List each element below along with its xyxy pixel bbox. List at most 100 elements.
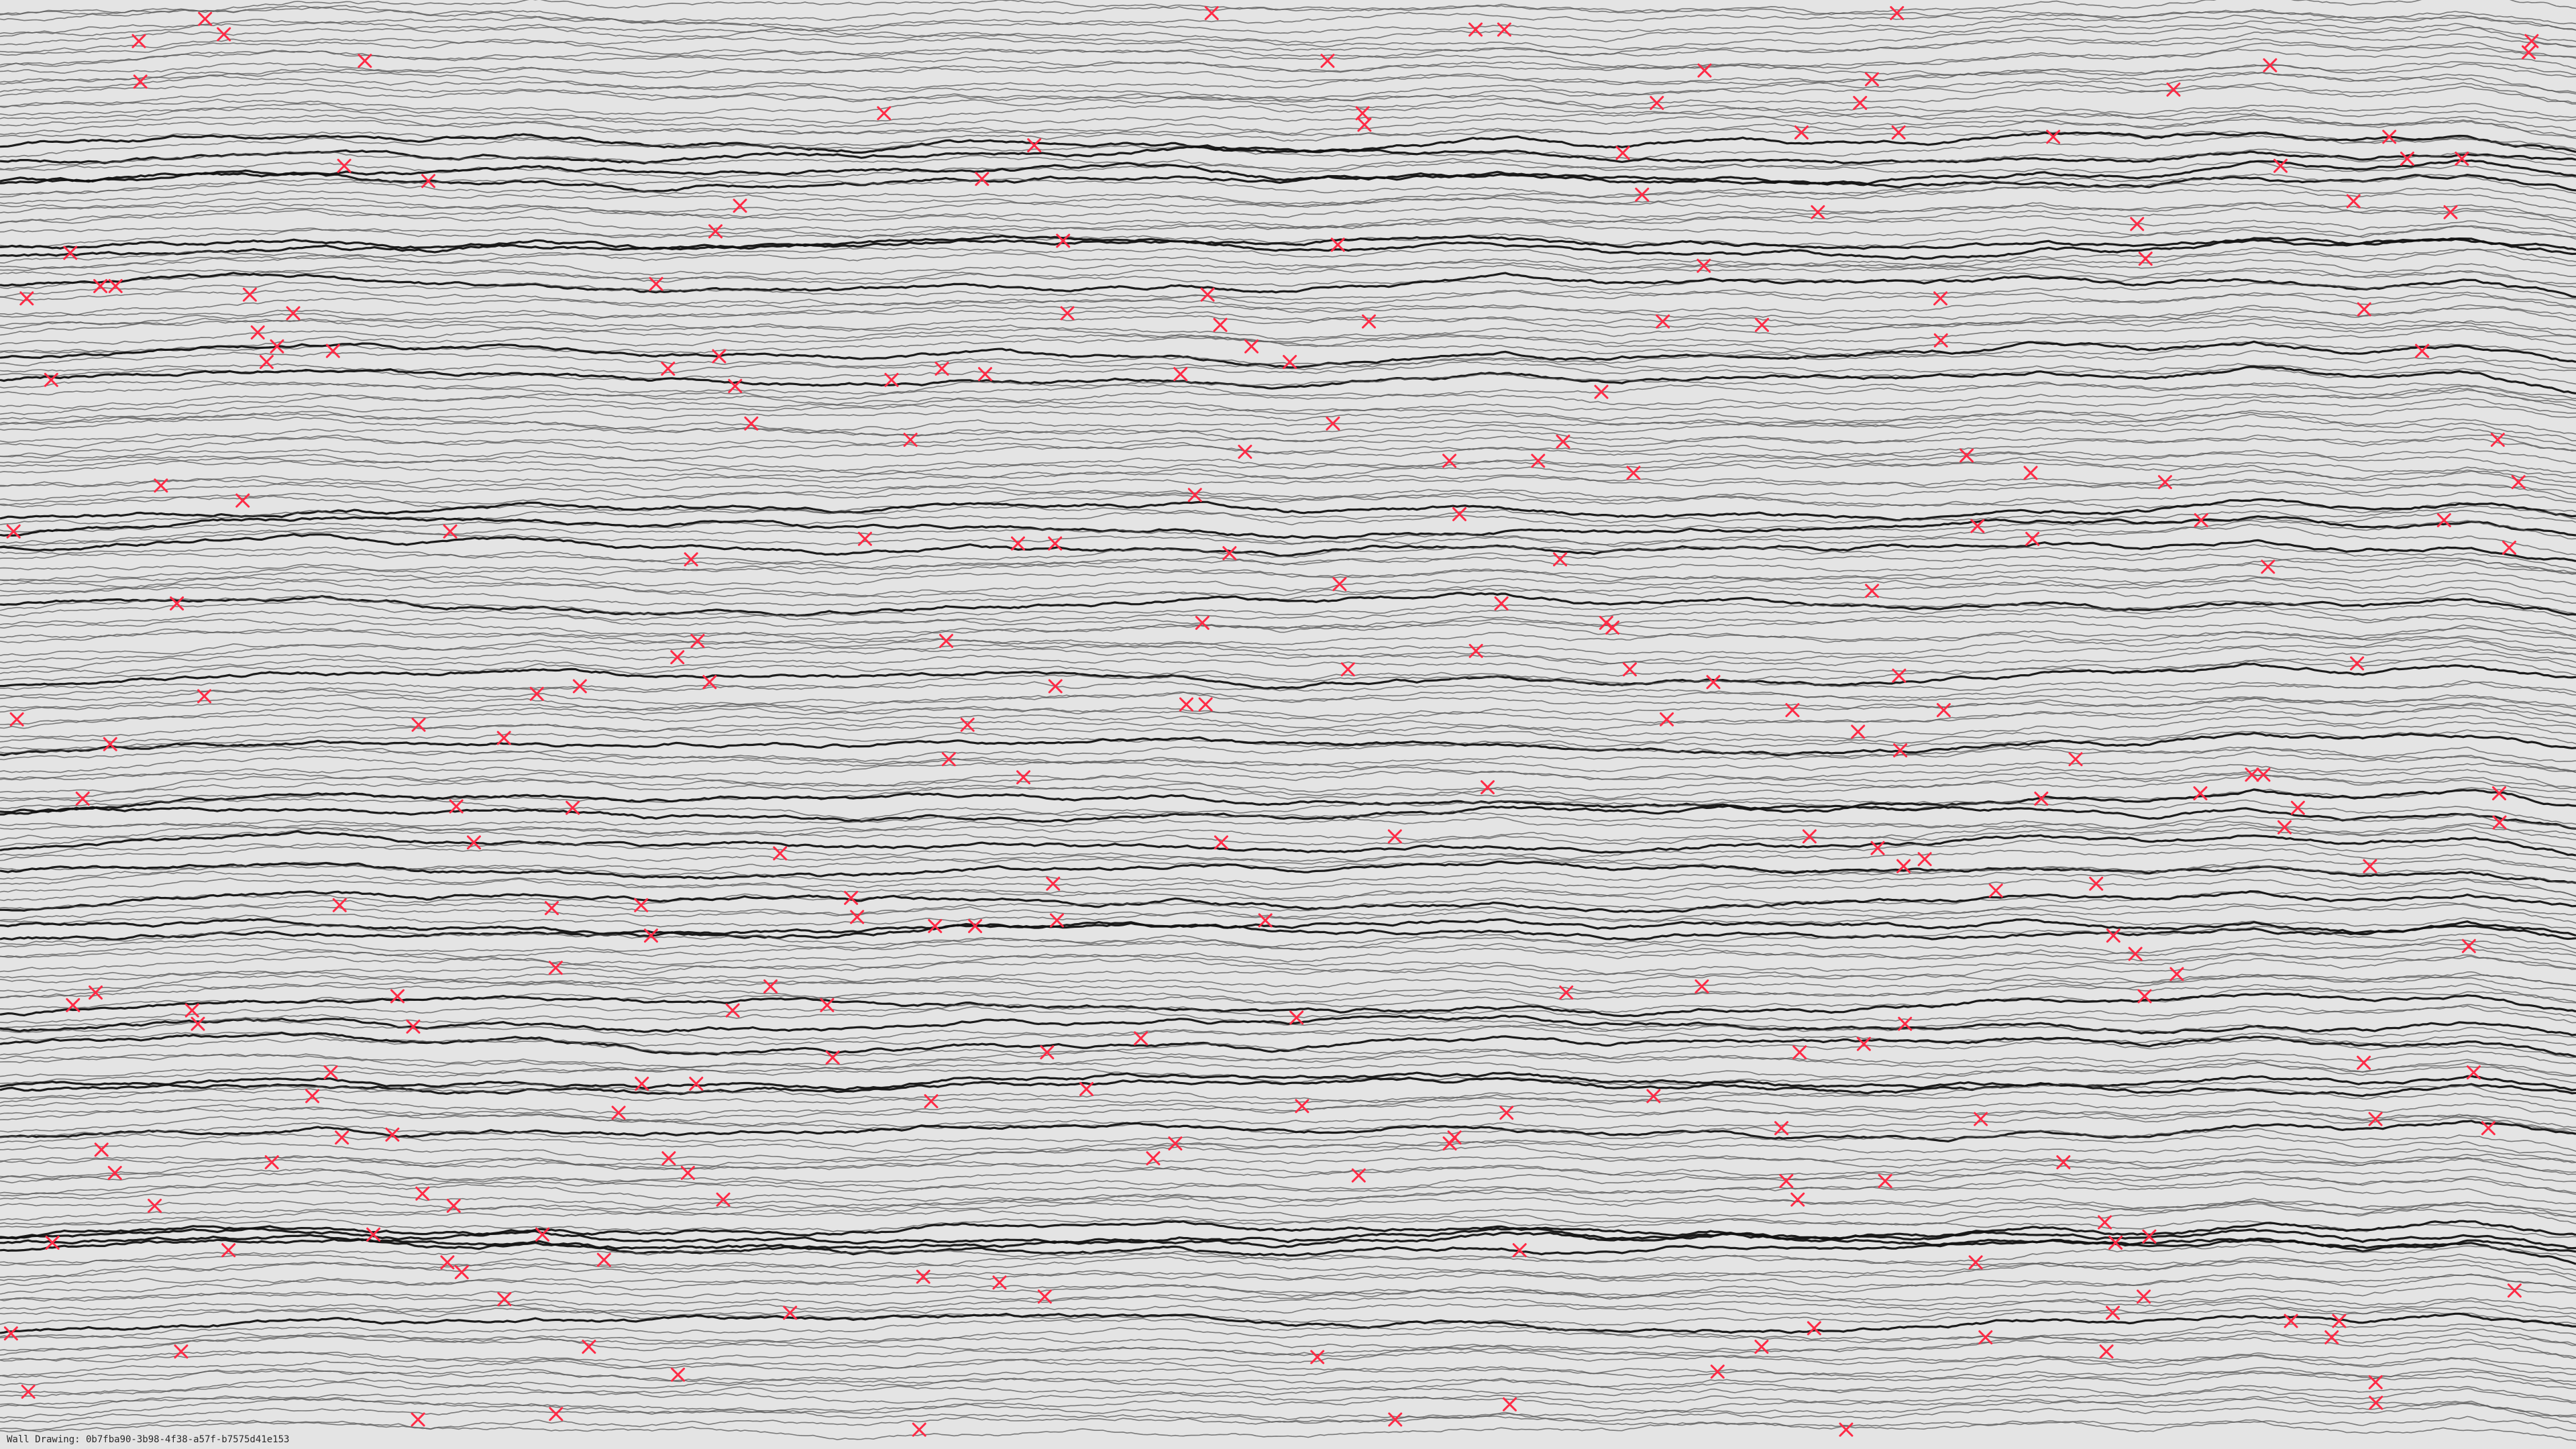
- bold-line: [0, 515, 2576, 539]
- x-mark-icon: [1864, 72, 1879, 87]
- x-mark-icon: [1755, 317, 1770, 332]
- thin-line: [0, 1270, 2576, 1291]
- thin-line: [0, 900, 2576, 924]
- x-mark-icon: [1200, 287, 1215, 302]
- x-mark-icon: [323, 1065, 338, 1080]
- x-mark-icon: [2357, 302, 2371, 317]
- x-mark-icon: [924, 1094, 938, 1109]
- x-mark-icon: [1079, 1081, 1094, 1096]
- thin-line: [0, 1372, 2576, 1397]
- thin-line: [0, 414, 2576, 441]
- x-mark-icon: [825, 1050, 840, 1065]
- bold-line: [0, 159, 2576, 185]
- x-mark-icon: [1351, 1168, 1366, 1183]
- x-mark-icon: [2284, 1313, 2298, 1328]
- thin-line: [0, 1395, 2576, 1417]
- thin-line: [0, 971, 2576, 994]
- x-mark-icon: [1048, 536, 1063, 551]
- x-mark-icon: [1893, 743, 1908, 758]
- thin-line: [0, 220, 2576, 239]
- x-mark-icon: [1168, 1136, 1183, 1151]
- bold-line: [0, 804, 2576, 830]
- thin-line: [0, 580, 2576, 604]
- thin-line: [0, 770, 2576, 790]
- x-mark-icon: [1792, 1045, 1807, 1060]
- thin-line: [0, 327, 2576, 354]
- x-mark-icon: [2346, 194, 2361, 209]
- x-mark-icon: [2106, 1305, 2120, 1320]
- thin-line: [0, 1144, 2576, 1167]
- x-mark-icon: [45, 1236, 60, 1250]
- x-mark-icon: [1856, 1036, 1871, 1051]
- x-mark-icon: [2138, 252, 2153, 266]
- x-mark-icon: [2056, 1155, 2071, 1170]
- x-mark-icon: [671, 1367, 686, 1382]
- x-mark-icon: [221, 1243, 236, 1258]
- thin-line: [0, 944, 2576, 971]
- thin-line: [0, 1081, 2576, 1103]
- x-mark-icon: [1891, 125, 1906, 140]
- thin-line: [0, 491, 2576, 515]
- x-mark-icon: [9, 712, 24, 727]
- thin-line: [0, 729, 2576, 751]
- thin-line: [0, 1093, 2576, 1117]
- x-mark-icon: [286, 306, 301, 321]
- x-mark-icon: [1502, 1397, 1517, 1411]
- thin-line: [0, 115, 2576, 142]
- thin-line: [0, 721, 2576, 744]
- thin-line: [0, 264, 2576, 288]
- thin-line: [0, 1366, 2576, 1388]
- x-mark-icon: [733, 199, 747, 213]
- x-mark-icon: [1556, 434, 1570, 449]
- bold-line: [0, 340, 2576, 369]
- thin-line: [0, 1043, 2576, 1069]
- thin-line: [0, 1087, 2576, 1112]
- x-mark-icon: [1851, 724, 1866, 739]
- x-mark-icon: [1794, 125, 1809, 140]
- x-mark-icon: [497, 1292, 512, 1307]
- thin-line: [0, 1053, 2576, 1077]
- thin-line: [0, 254, 2576, 278]
- x-mark-icon: [820, 998, 835, 1012]
- thin-line: [0, 688, 2576, 707]
- x-mark-icon: [2507, 1283, 2522, 1298]
- x-mark-icon: [1807, 1321, 1821, 1336]
- x-mark-icon: [1010, 536, 1025, 551]
- x-mark-icon: [661, 1151, 676, 1166]
- x-mark-icon: [903, 433, 918, 447]
- x-mark-icon: [611, 1106, 626, 1120]
- thin-line: [0, 1303, 2576, 1320]
- x-mark-icon: [596, 1252, 611, 1267]
- x-mark-icon: [712, 349, 727, 364]
- thin-line: [0, 478, 2576, 502]
- x-mark-icon: [2245, 767, 2259, 782]
- x-mark-icon: [549, 1407, 564, 1421]
- thin-line: [0, 82, 2576, 103]
- x-mark-icon: [1710, 1364, 1725, 1379]
- bold-line: [0, 1312, 2576, 1334]
- x-mark-icon: [259, 355, 274, 370]
- x-mark-icon: [2157, 475, 2172, 490]
- x-mark-icon: [1978, 1330, 1993, 1345]
- x-mark-icon: [1244, 339, 1259, 354]
- thin-line: [0, 653, 2576, 677]
- x-mark-icon: [1289, 1010, 1304, 1025]
- thin-line: [0, 18, 2576, 44]
- thin-line: [0, 1122, 2576, 1152]
- thin-line: [0, 1107, 2576, 1132]
- x-mark-icon: [107, 1165, 122, 1180]
- x-mark-icon: [1195, 615, 1210, 630]
- x-mark-icon: [1016, 770, 1031, 785]
- thin-line: [0, 1402, 2576, 1425]
- x-mark-icon: [2194, 513, 2208, 527]
- thin-line: [0, 616, 2576, 641]
- x-mark-icon: [385, 1127, 400, 1142]
- x-mark-icon: [411, 717, 426, 732]
- x-mark-icon: [2108, 1236, 2123, 1250]
- thin-line: [0, 877, 2576, 902]
- x-mark-icon: [1512, 1243, 1527, 1258]
- x-mark-icon: [2461, 938, 2476, 953]
- x-mark-icon: [661, 362, 676, 376]
- thin-line: [0, 397, 2576, 423]
